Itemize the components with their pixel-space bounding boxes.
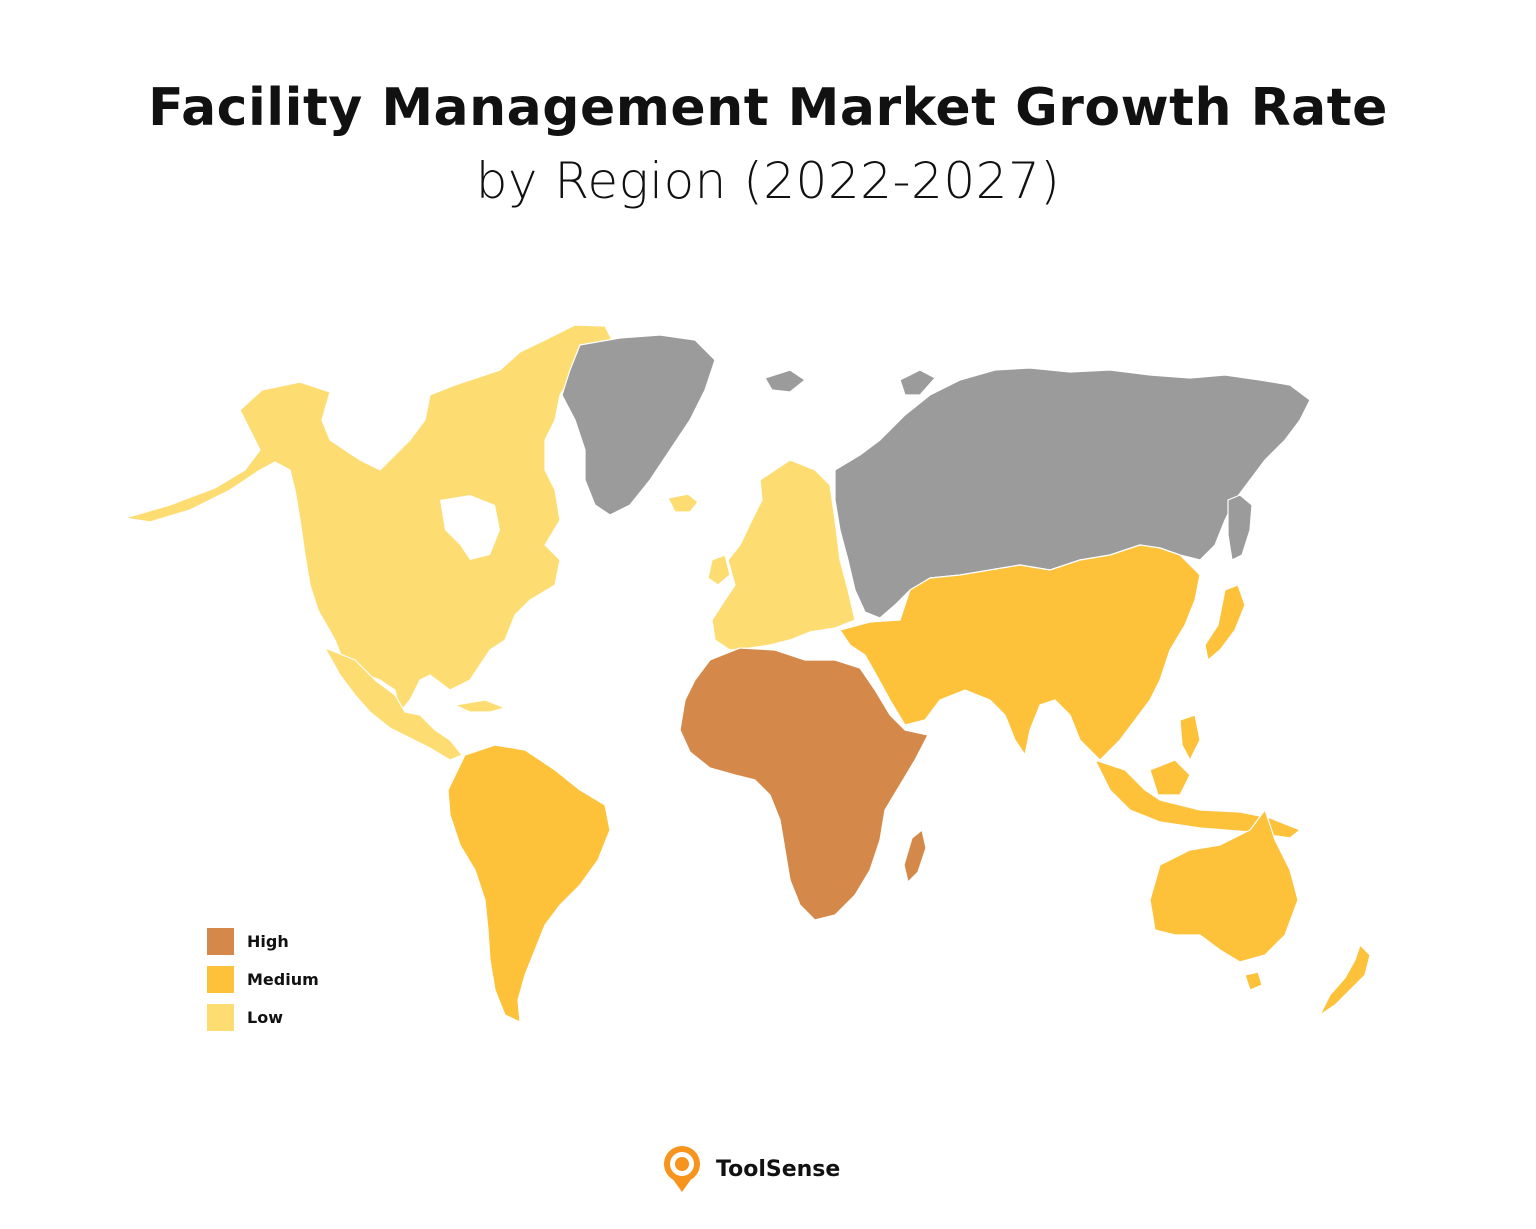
region-southeast-asia [1094, 759, 1301, 839]
legend-label-high: High [247, 931, 289, 951]
brand-name: ToolSense [716, 1156, 841, 1182]
region-south-america [447, 744, 611, 1023]
region-madagascar [903, 829, 927, 883]
legend-item-low: Low [207, 998, 319, 1036]
legend-label-low: Low [247, 1007, 283, 1027]
chart-subtitle: by Region (2022-2027) [475, 152, 1061, 210]
region-japan [1204, 584, 1246, 661]
chart-title: Facility Management Market Growth Rate [148, 78, 1388, 138]
brand-logo: ToolSense [660, 1144, 840, 1194]
region-new-zealand [1319, 944, 1371, 1016]
region-asia [839, 544, 1201, 761]
legend-label-medium: Medium [247, 969, 319, 989]
legend: High Medium Low [207, 922, 319, 1036]
region-europe [711, 459, 856, 651]
region-russia [834, 367, 1311, 619]
legend-item-high: High [207, 922, 319, 960]
region-australia [1149, 809, 1299, 963]
location-pin-icon [664, 1146, 700, 1192]
legend-swatch-high [207, 927, 234, 955]
region-greenland [561, 334, 716, 516]
region-central-america [324, 647, 463, 761]
legend-swatch-medium [207, 965, 234, 993]
region-north-america [124, 324, 613, 713]
world-map [124, 324, 1371, 1023]
region-iceland [667, 493, 699, 513]
region-africa [679, 647, 929, 921]
legend-swatch-low [207, 1003, 234, 1031]
legend-item-medium: Medium [207, 960, 319, 998]
